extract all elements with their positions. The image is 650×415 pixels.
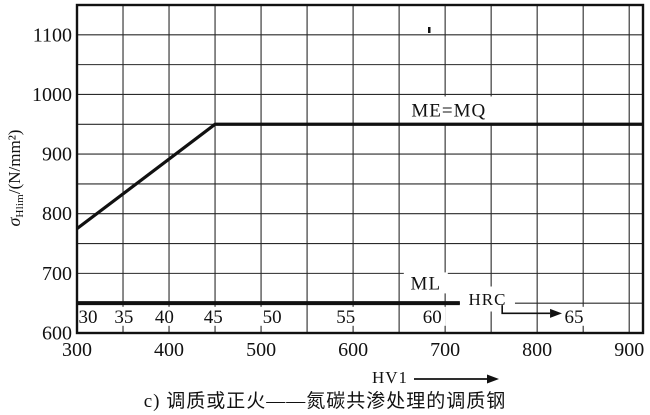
hrc-tick-label-50: 50 [263, 307, 282, 328]
y-tick-label-900: 900 [42, 144, 72, 166]
hrc-tick-label-65: 65 [564, 307, 583, 328]
label-patch [150, 306, 178, 326]
y-tick-label-600: 600 [42, 323, 72, 345]
x-tick-label-900: 900 [614, 339, 644, 361]
y-tick-label-1100: 1100 [33, 24, 72, 46]
label-patch [560, 306, 588, 326]
hrc-tick-label-40: 40 [155, 307, 174, 328]
label-patch [403, 272, 448, 294]
y-axis-subscript: Hlim [14, 194, 26, 218]
annotation-hrc: HRC [468, 290, 506, 309]
series-line-me-mq [76, 122, 643, 230]
hrc-tick-label-45: 45 [204, 307, 223, 328]
hrc-arrow-line [501, 305, 551, 315]
annotation-me-mq: ME=MQ [411, 100, 486, 121]
y-tick-label-700: 700 [42, 263, 72, 285]
y-axis-sigma: σ [4, 217, 24, 227]
hrc-tick-label-55: 55 [336, 307, 355, 328]
y-axis-units: /(N/mm²) [5, 129, 24, 195]
hv1-arrow-head-icon [487, 374, 499, 384]
hrc-tick-label-30: 30 [79, 307, 98, 328]
x-axis-unit-label: HV1 [372, 368, 409, 387]
hrc-tick-label-60: 60 [423, 307, 442, 328]
annotation-ml: ML [411, 273, 442, 294]
label-patch [459, 286, 515, 312]
x-tick-label-300: 300 [62, 339, 92, 361]
x-tick-label-500: 500 [246, 339, 276, 361]
x-tick-label-600: 600 [338, 339, 368, 361]
hrc-arrow-head-icon [550, 308, 563, 318]
y-tick-label-800: 800 [42, 203, 72, 225]
plot-border [75, 3, 645, 335]
y-tick-label-1000: 1000 [32, 84, 72, 106]
label-patch [402, 96, 495, 124]
label-patch [110, 306, 138, 326]
x-tick-label-700: 700 [430, 339, 460, 361]
figure-caption: c) 调质或正火——氮碳共渗处理的调质钢 [143, 391, 507, 412]
label-patch [258, 306, 286, 326]
y-axis-title: σHlim/(N/mm²) [4, 93, 26, 263]
label-patch [332, 306, 360, 326]
x-tick-label-400: 400 [154, 339, 184, 361]
label-patch [199, 306, 227, 326]
scan-artifact [428, 27, 431, 33]
label-patch [74, 306, 102, 326]
hrc-tick-label-35: 35 [114, 307, 133, 328]
label-patch [418, 306, 446, 326]
x-tick-label-800: 800 [522, 339, 552, 361]
